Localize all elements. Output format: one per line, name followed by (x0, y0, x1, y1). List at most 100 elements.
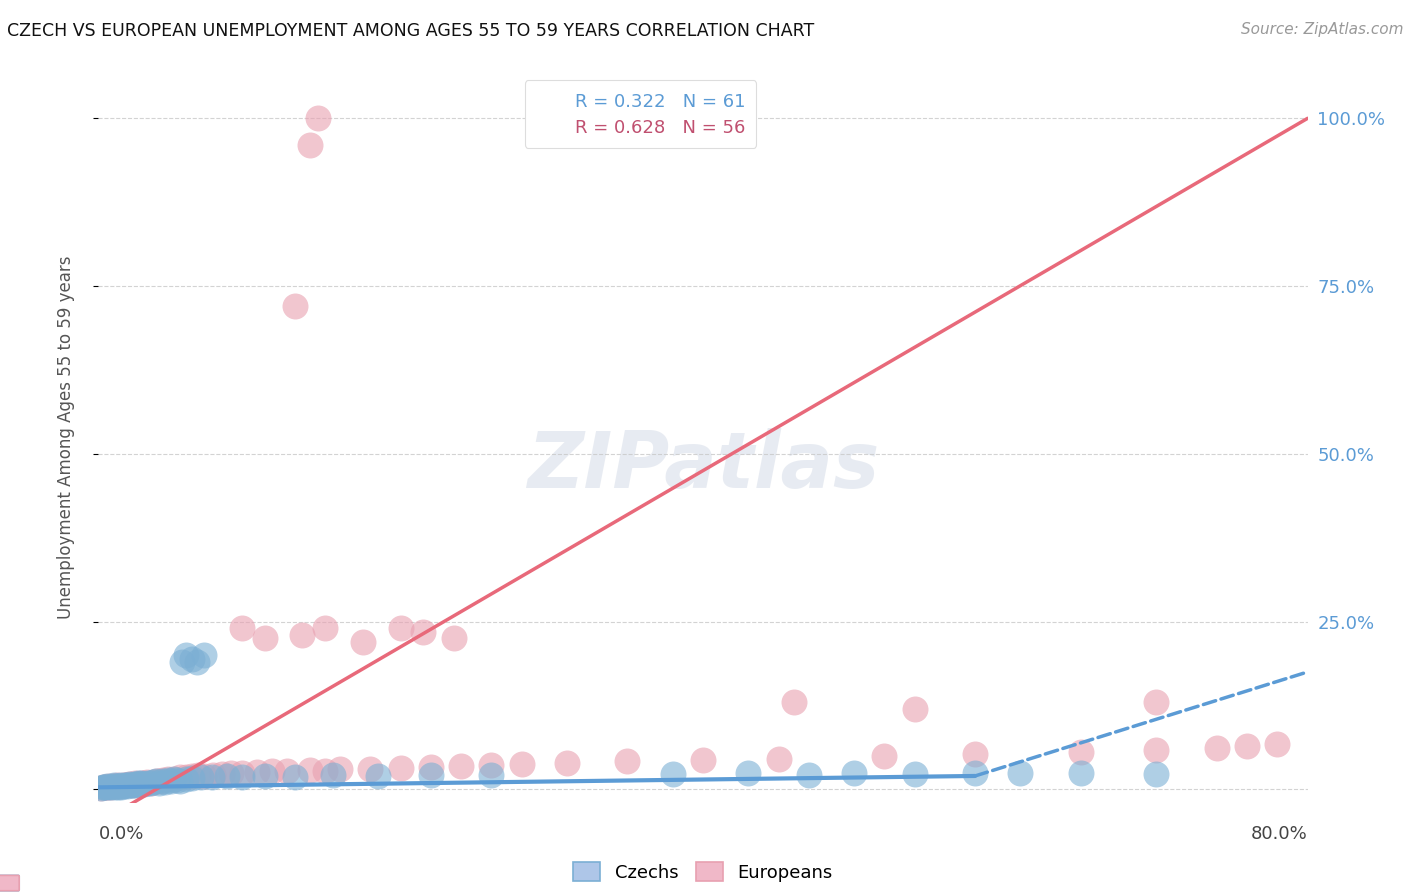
Point (262, 764, 284, 779)
Point (118, 777, 141, 791)
Point (783, 695, 806, 709)
Point (1144, 767, 1167, 781)
Point (121, 778, 143, 792)
Point (555, 756, 578, 770)
Point (111, 779, 134, 793)
Point (135, 775, 157, 789)
Point (1144, 743, 1167, 757)
Point (115, 779, 138, 793)
Point (202, 767, 225, 781)
Point (329, 762, 352, 776)
Legend: Czechs, Europeans: Czechs, Europeans (565, 855, 841, 888)
Text: 0.0%: 0.0% (98, 825, 143, 843)
Point (114, 778, 136, 792)
Point (108, 779, 131, 793)
Point (1070, 765, 1092, 780)
Point (110, 780, 132, 794)
Point (156, 772, 179, 787)
Point (420, 759, 443, 773)
Point (150, 773, 173, 788)
Point (844, 765, 866, 780)
Point (100, 780, 122, 795)
Point (307, 112, 329, 126)
Point (174, 770, 197, 784)
Point (166, 772, 188, 787)
Point (122, 778, 145, 792)
Text: CZECH VS EUROPEAN UNEMPLOYMENT AMONG AGES 55 TO 59 YEARS CORRELATION CHART: CZECH VS EUROPEAN UNEMPLOYMENT AMONG AGE… (7, 22, 814, 40)
Point (170, 655, 193, 669)
Point (904, 767, 927, 781)
Point (662, 767, 685, 781)
Point (174, 648, 197, 662)
Point (114, 778, 136, 792)
Point (132, 777, 155, 791)
Point (246, 764, 269, 779)
Point (221, 766, 243, 780)
Point (1144, 695, 1167, 709)
Point (127, 776, 149, 790)
Point (276, 764, 298, 778)
Point (291, 628, 314, 642)
Point (314, 764, 336, 778)
Point (481, 758, 503, 772)
Point (120, 777, 142, 791)
Point (96, 779, 118, 793)
Point (153, 775, 176, 789)
Point (797, 767, 820, 781)
Point (125, 778, 148, 792)
Point (420, 767, 443, 781)
Point (253, 769, 276, 783)
Point (98, 779, 121, 793)
Point (94, 780, 117, 794)
Point (142, 775, 165, 789)
Point (1070, 746, 1092, 760)
Point (148, 773, 170, 788)
Point (104, 780, 127, 794)
Point (135, 775, 157, 789)
Point (100, 780, 122, 794)
Point (187, 768, 209, 782)
Point (1010, 766, 1032, 780)
Point (127, 777, 149, 791)
Point (904, 702, 927, 716)
Point (160, 774, 183, 789)
Point (193, 769, 215, 783)
Point (132, 776, 155, 790)
Point (145, 774, 167, 789)
Point (389, 621, 412, 635)
Point (107, 780, 129, 794)
Point (181, 769, 204, 783)
Point (148, 775, 170, 789)
Text: ZIPatlas: ZIPatlas (527, 428, 879, 504)
Point (965, 747, 987, 762)
Point (101, 779, 124, 793)
Point (692, 753, 714, 767)
Point (231, 765, 253, 780)
Point (299, 763, 322, 777)
Point (105, 779, 128, 793)
Point (108, 778, 131, 792)
Point (211, 767, 233, 781)
Point (1206, 740, 1229, 755)
Point (231, 621, 253, 635)
Point (510, 756, 533, 771)
Point (190, 770, 212, 784)
Point (103, 778, 125, 792)
Point (186, 655, 208, 669)
Point (163, 772, 186, 786)
Point (129, 775, 152, 789)
Point (174, 772, 197, 786)
Point (360, 762, 382, 776)
Point (768, 751, 790, 765)
Point (873, 748, 896, 763)
Point (169, 770, 191, 784)
Point (103, 779, 125, 793)
Point (181, 771, 204, 785)
Point (443, 632, 465, 646)
Point (90, 780, 112, 795)
Point (129, 775, 152, 789)
Point (481, 768, 503, 782)
Point (91, 780, 114, 795)
Point (145, 774, 167, 789)
Point (169, 773, 191, 788)
